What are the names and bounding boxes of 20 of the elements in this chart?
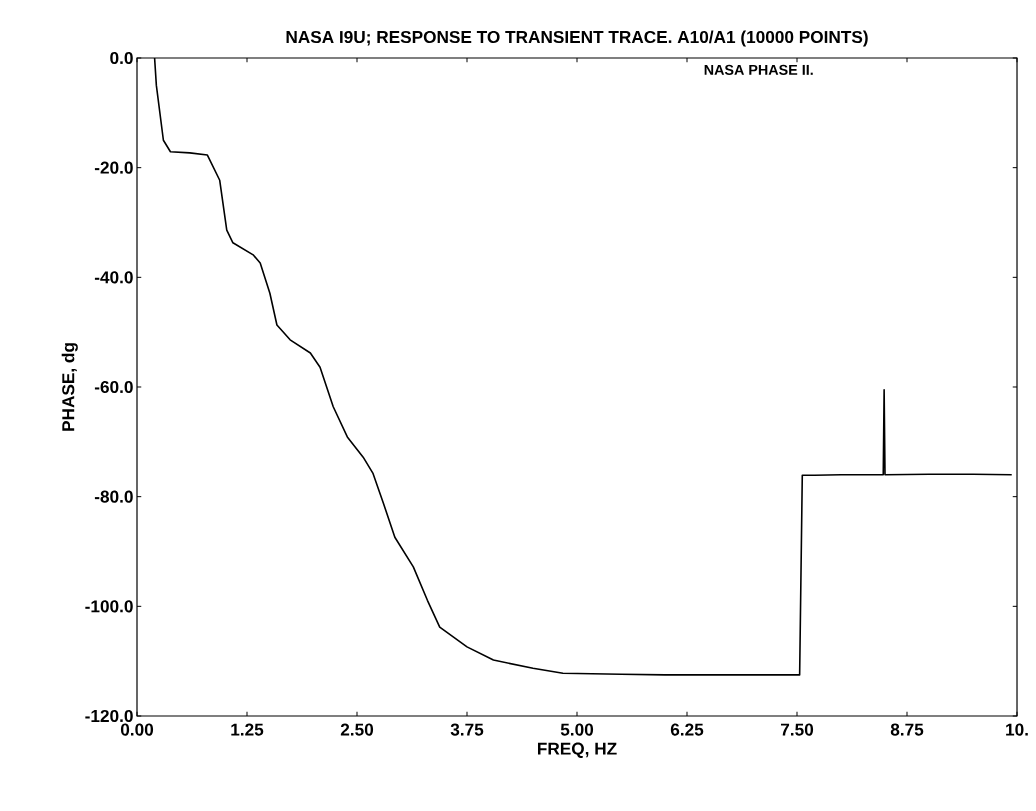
x-tick-label: 5.00 bbox=[560, 723, 594, 736]
chart-title: NASA I9U; RESPONSE TO TRANSIENT TRACE. A10/A1 (10000 POINTS) bbox=[286, 30, 868, 47]
y-axis-title: PHASE, dg bbox=[61, 343, 78, 431]
x-tick-label: 0.00 bbox=[120, 723, 154, 736]
y-tick-label: 0.0 bbox=[110, 51, 133, 65]
y-tick-label: -40.0 bbox=[94, 271, 133, 284]
x-tick-label: 6.25 bbox=[670, 723, 704, 736]
x-tick-label: 7.50 bbox=[780, 723, 814, 736]
x-tick-label: 3.75 bbox=[450, 723, 484, 736]
annotation: NASA PHASE II. bbox=[704, 64, 813, 75]
x-tick-label: 2.50 bbox=[340, 723, 374, 736]
x-tick-label: 1.25 bbox=[231, 723, 264, 736]
y-tick-label: -20.0 bbox=[94, 161, 133, 174]
x-axis-title: FREQ, HZ bbox=[537, 742, 617, 758]
y-tick-label: -120.0 bbox=[85, 709, 133, 723]
x-tick-label: 10. bbox=[1006, 723, 1028, 736]
x-tick-label: 8.75 bbox=[890, 723, 924, 736]
y-tick-label: -80.0 bbox=[94, 490, 133, 503]
y-tick-label: -100.0 bbox=[85, 600, 133, 613]
y-tick-label: -60.0 bbox=[94, 380, 133, 394]
